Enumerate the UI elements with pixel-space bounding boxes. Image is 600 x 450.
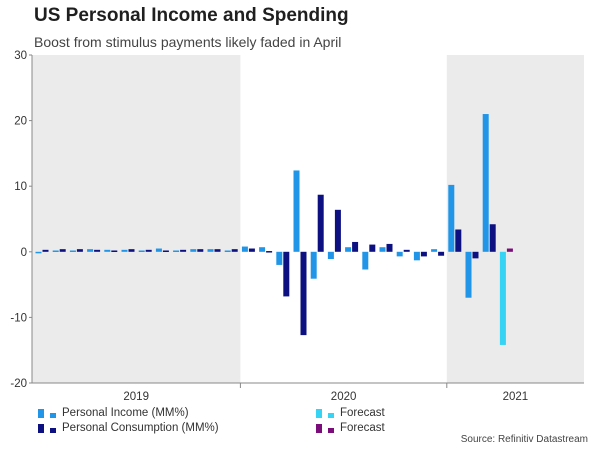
forecast-consumption-bar [506, 248, 513, 252]
legend-label-consumption: Personal Consumption (MM%) [62, 422, 219, 434]
consumption-bar [42, 249, 49, 252]
consumption-bar [317, 194, 324, 252]
consumption-bar [386, 243, 393, 252]
consumption-bar [334, 209, 341, 252]
consumption-bar [472, 251, 479, 259]
y-tick-label: -20 [10, 378, 27, 390]
chart-subtitle: Boost from stimulus payments likely fade… [34, 34, 342, 50]
x-year-label-2019: 2019 [123, 391, 149, 403]
consumption-bar [489, 224, 496, 252]
income-bar [173, 250, 180, 252]
consumption-bar [145, 249, 152, 252]
income-bar [259, 247, 266, 252]
x-year-label-2020: 2020 [331, 391, 357, 403]
income-bar [482, 114, 489, 252]
legend-label-income: Personal Income (MM%) [62, 407, 189, 419]
legend-item-forecast-income: Forecast [316, 407, 385, 419]
consumption-bar [76, 249, 83, 252]
income-bar [413, 251, 420, 261]
legend-swatch-consumption [38, 423, 44, 433]
y-tick-label: 10 [14, 181, 27, 193]
consumption-bar [266, 251, 273, 253]
income-bar [396, 251, 403, 257]
income-bar [465, 251, 472, 298]
source-note: Source: Refinitiv Datastream [460, 434, 588, 445]
income-bar [276, 251, 283, 265]
consumption-bar [369, 244, 376, 252]
consumption-bar [248, 248, 255, 252]
y-tick-label: 30 [14, 50, 27, 62]
income-bar [104, 249, 111, 252]
y-tick-label: -10 [10, 312, 27, 324]
legend-item-consumption: Personal Consumption (MM%) [38, 422, 219, 434]
consumption-bar [420, 251, 427, 257]
legend-item-income: Personal Income (MM%) [38, 407, 189, 419]
income-bar [362, 251, 369, 270]
income-bar [52, 250, 59, 252]
income-bar [448, 184, 455, 252]
income-bar [345, 247, 352, 252]
consumption-bar [59, 249, 66, 252]
consumption-bar [162, 250, 169, 252]
shaded-period-2019 [32, 55, 241, 383]
legend-item-forecast-consumption: Forecast [316, 422, 385, 434]
chart-title: US Personal Income and Spending [34, 5, 349, 26]
y-tick-label: 0 [21, 247, 27, 259]
legend-label-forecast-consumption: Forecast [340, 422, 385, 434]
income-bar [379, 247, 386, 252]
consumption-bar [352, 241, 359, 252]
income-bar [155, 248, 162, 252]
income-bar [431, 249, 438, 252]
income-bar [87, 249, 94, 252]
income-bar [190, 249, 197, 252]
x-year-label-2021: 2021 [503, 391, 529, 403]
income-bar [327, 251, 334, 260]
legend-swatch-consumption-small [50, 427, 56, 433]
legend-swatch-income-small [50, 412, 56, 418]
income-bar [121, 249, 128, 252]
consumption-bar [197, 249, 204, 252]
legend-swatch-forecast-consumption [316, 423, 322, 433]
income-bar [207, 249, 214, 252]
y-tick-label: 20 [14, 116, 27, 128]
consumption-bar [403, 249, 410, 252]
income-bar [293, 170, 300, 252]
consumption-bar [455, 229, 462, 252]
income-bar [35, 251, 42, 254]
consumption-bar [128, 249, 135, 252]
consumption-bar [300, 251, 307, 336]
income-bar [310, 251, 317, 279]
legend-label-forecast-income: Forecast [340, 407, 385, 419]
legend-swatch-forecast-consumption-small [328, 427, 334, 433]
legend-swatch-forecast-income-small [328, 412, 334, 418]
consumption-bar [214, 249, 221, 252]
income-bar [69, 250, 76, 252]
forecast-income-bar [499, 251, 506, 345]
legend-swatch-income [38, 408, 44, 418]
consumption-bar [283, 251, 290, 297]
shaded-period-2021 [446, 55, 584, 383]
income-bar [241, 246, 248, 252]
consumption-bar [231, 249, 238, 252]
income-bar [138, 250, 145, 252]
consumption-bar [111, 250, 118, 252]
legend-swatch-forecast-income [316, 408, 322, 418]
consumption-bar [438, 251, 445, 256]
consumption-bar [180, 249, 187, 252]
consumption-bar [94, 249, 101, 252]
income-bar [224, 250, 231, 252]
